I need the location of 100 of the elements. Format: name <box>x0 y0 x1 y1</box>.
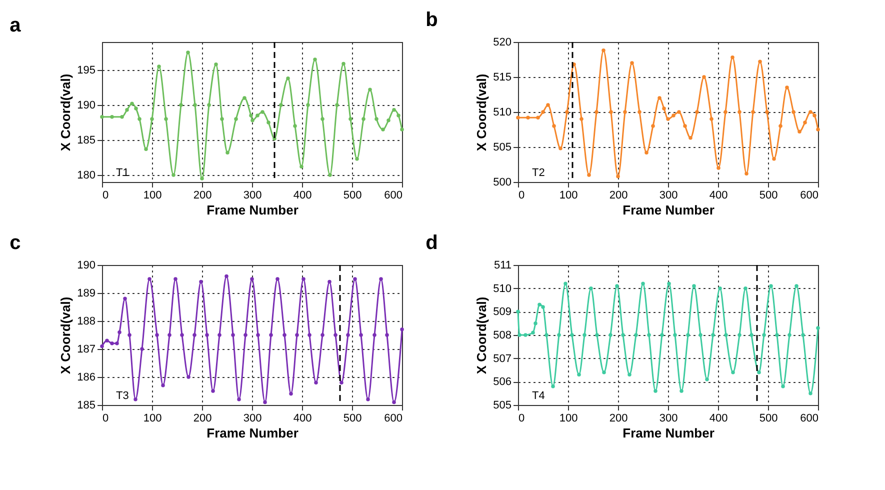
point <box>168 333 172 337</box>
point <box>808 110 812 114</box>
point <box>816 128 820 132</box>
point <box>716 166 720 170</box>
point <box>638 110 642 114</box>
point <box>249 114 253 118</box>
point <box>778 124 782 128</box>
point <box>534 321 538 326</box>
y-tick-label: 186 <box>77 372 96 384</box>
point <box>353 277 357 281</box>
point <box>276 277 280 281</box>
point <box>130 102 134 106</box>
point <box>602 370 606 374</box>
y-tick-label: 185 <box>77 134 96 146</box>
point <box>744 172 748 176</box>
point <box>379 277 383 281</box>
point <box>359 333 363 337</box>
point <box>250 118 254 122</box>
point <box>570 333 574 337</box>
point <box>381 128 385 132</box>
chart-title: b <box>426 9 438 31</box>
point <box>340 380 344 384</box>
y-axis-title: X Coord(val) <box>474 74 490 152</box>
point <box>757 370 761 374</box>
point <box>242 96 246 100</box>
y-tick-label: 509 <box>493 306 512 318</box>
point <box>207 103 211 107</box>
point <box>758 60 762 64</box>
x-axis-title: Frame Number <box>206 426 298 440</box>
point <box>564 282 568 286</box>
x-tick-label: 100 <box>143 190 162 202</box>
point <box>788 333 792 337</box>
point <box>220 117 224 121</box>
y-tick-label: 185 <box>77 400 96 412</box>
y-tick-label: 500 <box>493 176 512 188</box>
point <box>161 384 165 388</box>
point <box>134 106 138 110</box>
point <box>214 62 218 66</box>
point <box>781 384 785 388</box>
x-tick-label: 300 <box>243 412 262 424</box>
y-tick-label: 515 <box>493 72 512 84</box>
point <box>616 174 620 178</box>
chart-title: c <box>10 232 21 254</box>
point <box>372 333 376 337</box>
point <box>621 333 625 337</box>
y-tick-label: 505 <box>493 142 512 154</box>
point <box>710 117 714 121</box>
point <box>386 118 390 122</box>
point <box>711 333 715 337</box>
point <box>355 157 359 161</box>
point <box>667 282 671 286</box>
point <box>157 64 161 68</box>
point <box>651 124 655 128</box>
point <box>577 372 581 377</box>
point <box>695 110 699 114</box>
point <box>565 110 569 114</box>
point <box>582 333 586 337</box>
point <box>396 114 400 118</box>
y-tick-label: 195 <box>77 64 96 76</box>
y-tick-label: 506 <box>493 376 512 388</box>
point <box>263 400 267 404</box>
point <box>536 116 540 120</box>
point <box>115 342 119 346</box>
point <box>293 124 297 128</box>
point <box>282 333 286 337</box>
point <box>186 375 190 379</box>
point <box>334 333 338 337</box>
point <box>266 120 270 124</box>
point <box>731 370 735 374</box>
y-tick-label: 190 <box>77 260 96 272</box>
y-axis-title: X Coord(val) <box>474 296 490 374</box>
y-tick-label: 511 <box>494 260 512 272</box>
point <box>615 284 619 288</box>
chart-title: d <box>426 232 438 254</box>
x-axis-title: Frame Number <box>622 426 714 440</box>
annotation: T4 <box>532 390 545 402</box>
point <box>118 330 122 334</box>
point <box>808 391 812 396</box>
point <box>595 333 599 337</box>
point <box>328 280 332 284</box>
point <box>110 115 114 119</box>
y-tick-label: 507 <box>493 352 512 365</box>
point <box>256 114 260 118</box>
chart-title: a <box>10 14 22 36</box>
point <box>750 333 754 337</box>
y-tick-label: 189 <box>77 288 96 300</box>
point <box>320 333 324 337</box>
point <box>250 277 254 281</box>
point <box>179 103 183 107</box>
point <box>609 110 613 114</box>
point <box>174 277 178 281</box>
x-tick-label: 400 <box>293 190 312 202</box>
x-tick-label: 0 <box>518 412 525 424</box>
point <box>140 347 144 351</box>
point <box>100 115 104 119</box>
point <box>362 117 366 121</box>
point <box>400 128 404 132</box>
point <box>269 333 273 337</box>
point <box>602 48 606 52</box>
x-tick-label: 0 <box>518 190 525 202</box>
